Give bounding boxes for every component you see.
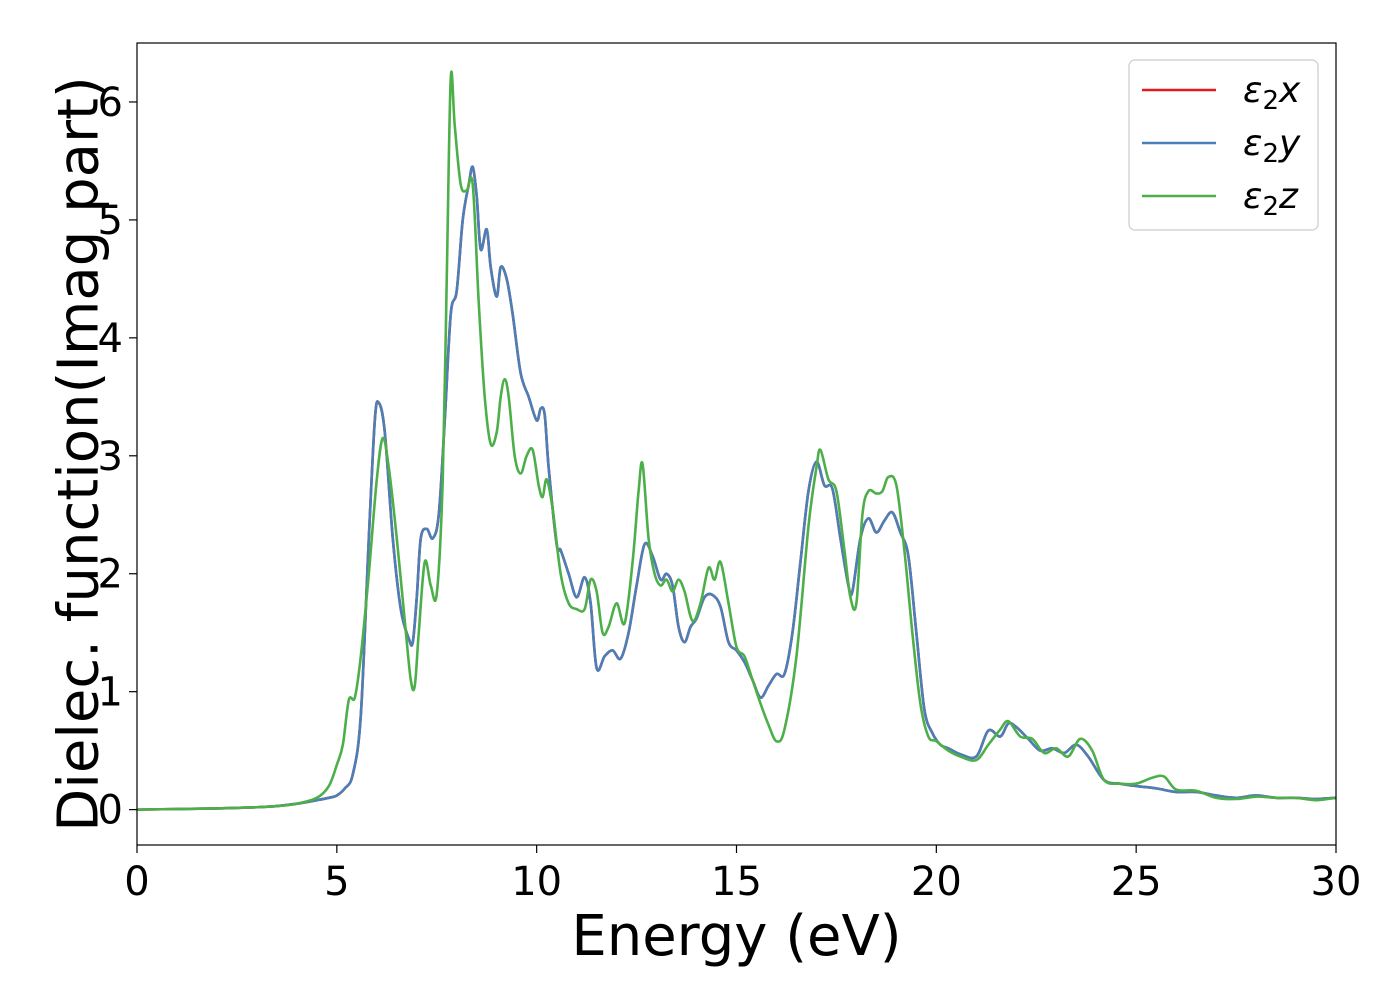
x-tick-label: 20 [911,859,962,905]
y-tick-label: 2 [98,552,123,598]
x-tick-label: 5 [324,859,349,905]
x-tick-label: 25 [1111,859,1162,905]
y-axis: 0 1 2 3 4 5 6 [98,80,137,834]
x-tick-label: 15 [711,859,762,905]
y-tick-label: 1 [98,670,123,716]
y-tick-label: 0 [98,788,123,834]
series-line-z [137,70,1336,811]
y-tick-label: 5 [98,198,123,244]
y-tick-label: 6 [98,80,123,126]
legend-label-z: ε2z [1243,176,1299,222]
x-tick-label: 0 [124,859,149,905]
x-tick-label: 10 [511,859,562,905]
legend-box [1128,59,1319,231]
series-line-y [137,165,1336,811]
legend: ε2x ε2y ε2z [1128,59,1319,231]
legend-label-y: ε2y [1243,123,1301,169]
series-layer [137,70,1336,811]
legend-label-x: ε2x [1243,70,1301,116]
x-tick-label: 30 [1311,859,1362,905]
x-axis: 0 5 10 15 20 25 30 [124,845,1361,905]
x-axis-title: Energy (eV) [571,904,901,969]
y-axis-title: Dielec. function(Imag part) [47,76,112,832]
y-tick-label: 4 [98,316,123,362]
y-tick-label: 3 [98,434,123,480]
